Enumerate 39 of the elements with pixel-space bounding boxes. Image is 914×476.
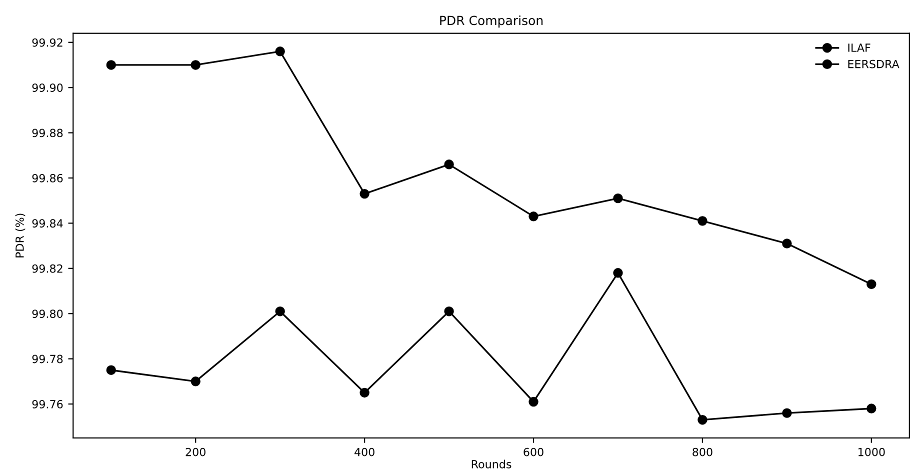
point bbox=[698, 216, 708, 226]
y-tick-label: 99.76 bbox=[32, 400, 63, 408]
point bbox=[528, 212, 538, 222]
point bbox=[866, 404, 876, 414]
point bbox=[698, 414, 708, 425]
x-tick-label: 200 bbox=[186, 448, 206, 456]
x-tick-label: 1000 bbox=[858, 448, 885, 456]
y-tick-label: 99.84 bbox=[32, 219, 63, 228]
point bbox=[360, 188, 370, 199]
point bbox=[275, 46, 285, 56]
point bbox=[190, 60, 200, 70]
y-tick-label: 99.90 bbox=[32, 84, 63, 92]
point bbox=[360, 388, 370, 398]
y-tick-label: 99.88 bbox=[32, 128, 63, 138]
point bbox=[782, 408, 792, 418]
point bbox=[782, 238, 792, 248]
legend-label: EERSDRA bbox=[848, 60, 900, 68]
point bbox=[444, 160, 454, 170]
point bbox=[866, 279, 876, 290]
x-axis-title: Rounds bbox=[472, 460, 512, 468]
y-tick-label: 99.86 bbox=[32, 174, 63, 182]
point bbox=[444, 306, 454, 316]
point bbox=[528, 396, 538, 407]
y-tick-label: 99.80 bbox=[32, 310, 63, 318]
point bbox=[106, 365, 116, 375]
x-tick-label: 600 bbox=[524, 448, 544, 456]
x-tick-label: 800 bbox=[692, 448, 712, 456]
point bbox=[106, 60, 116, 70]
point bbox=[613, 193, 623, 204]
x-tick-label: 400 bbox=[354, 448, 374, 456]
y-tick-label: 99.82 bbox=[32, 264, 62, 273]
y-tick-label: 99.78 bbox=[32, 354, 63, 364]
legend-label: ILAF bbox=[848, 44, 870, 52]
y-axis-title: PDR (%) bbox=[15, 214, 26, 258]
point bbox=[613, 268, 623, 278]
point bbox=[275, 306, 285, 316]
point bbox=[190, 376, 200, 386]
y-tick-label: 99.92 bbox=[32, 38, 62, 47]
chart-title: PDR Comparison bbox=[440, 15, 543, 28]
